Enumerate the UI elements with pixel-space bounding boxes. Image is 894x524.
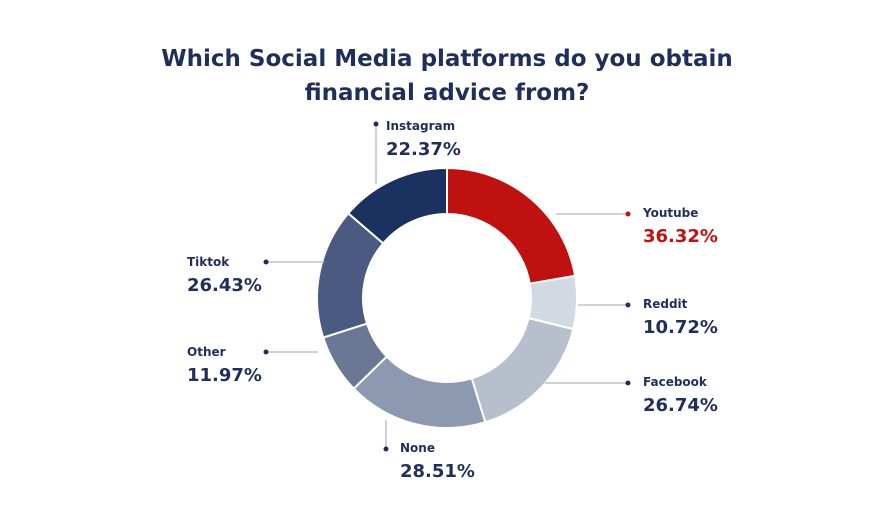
- slice-youtube: [446, 166, 577, 285]
- slice-facebook: [470, 316, 575, 424]
- label-reddit-value: 10.72%: [643, 317, 718, 338]
- label-other: Other 11.97%: [187, 344, 262, 388]
- label-facebook: Facebook 26.74%: [643, 374, 718, 418]
- leader-dot-reddit: [625, 302, 631, 308]
- leader-dot-youtube: [625, 211, 631, 217]
- chart-title: Which Social Media platforms do you obta…: [0, 42, 894, 110]
- label-tiktok-name: Tiktok: [187, 255, 230, 269]
- label-none: None 28.51%: [400, 440, 475, 484]
- leader-dot-none: [383, 446, 389, 452]
- label-none-name: None: [400, 441, 435, 455]
- label-reddit: Reddit 10.72%: [643, 296, 718, 340]
- label-facebook-value: 26.74%: [643, 395, 718, 416]
- label-none-value: 28.51%: [400, 461, 475, 482]
- label-youtube-value: 36.32%: [643, 226, 718, 247]
- leader-dot-other: [263, 349, 269, 355]
- slice-instagram: [346, 166, 448, 245]
- donut-slices: [316, 166, 578, 429]
- label-youtube: Youtube 36.32%: [643, 205, 718, 249]
- label-facebook-name: Facebook: [643, 375, 707, 389]
- leader-lines: [263, 121, 631, 452]
- label-youtube-name: Youtube: [643, 206, 699, 220]
- leader-dot-facebook: [625, 380, 631, 386]
- label-reddit-name: Reddit: [643, 297, 688, 311]
- chart-title-line-2: financial advice from?: [304, 80, 590, 106]
- label-instagram: Instagram 22.37%: [386, 118, 461, 162]
- label-tiktok-value: 26.43%: [187, 275, 262, 296]
- leader-dot-tiktok: [263, 259, 269, 265]
- leader-dot-instagram: [373, 121, 379, 127]
- label-instagram-value: 22.37%: [386, 139, 461, 160]
- label-instagram-name: Instagram: [386, 119, 456, 133]
- label-other-name: Other: [187, 345, 226, 359]
- chart-title-line-1: Which Social Media platforms do you obta…: [161, 46, 733, 72]
- label-other-value: 11.97%: [187, 365, 262, 386]
- label-tiktok: Tiktok 26.43%: [187, 254, 262, 298]
